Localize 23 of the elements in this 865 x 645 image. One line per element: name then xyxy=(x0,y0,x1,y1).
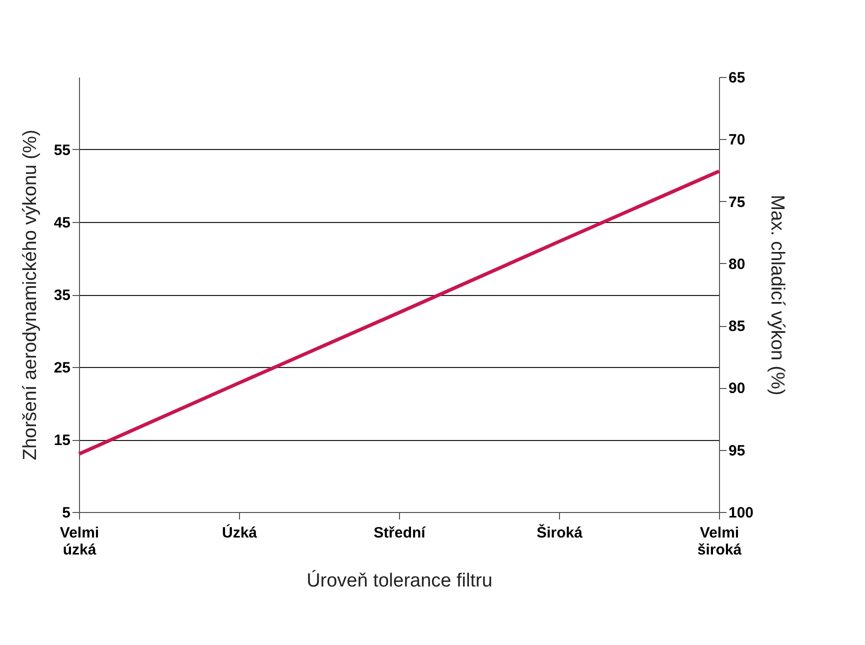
y2-tick-label: 95 xyxy=(728,442,746,460)
y-tick-label: 15 xyxy=(54,432,70,449)
y2-tick-label: 100 xyxy=(728,504,754,522)
y2-axis-title: Max. chladicí výkon (%) xyxy=(766,194,788,396)
y-tick-label: 35 xyxy=(54,287,70,304)
x-tick-label: Velmi úzká xyxy=(60,524,100,558)
y-tick-label: 5 xyxy=(62,504,70,522)
x-tick-label: Široká xyxy=(536,524,584,542)
x-tick-label: Úzká xyxy=(222,524,258,542)
y2-tick-label: 80 xyxy=(728,256,746,273)
x-tick-label: Velmi široká xyxy=(697,524,742,558)
y-axis-title: Zhoršení aerodynamického výkonu (%) xyxy=(20,130,41,460)
y2-tick-label: 85 xyxy=(728,318,746,336)
y2-tick-label: 75 xyxy=(728,194,746,211)
x-axis-title: Úroveň tolerance filtru xyxy=(306,570,492,592)
x-tick-label: Střední xyxy=(374,524,426,542)
line-series xyxy=(77,170,721,456)
y2-tick-label: 90 xyxy=(728,380,746,398)
y2-tick-label: 65 xyxy=(728,70,746,86)
y-tick-label: 55 xyxy=(54,142,70,159)
y-tick-label: 25 xyxy=(54,360,70,376)
y-tick-label: 45 xyxy=(54,214,70,232)
y2-tick-label: 70 xyxy=(728,132,746,149)
